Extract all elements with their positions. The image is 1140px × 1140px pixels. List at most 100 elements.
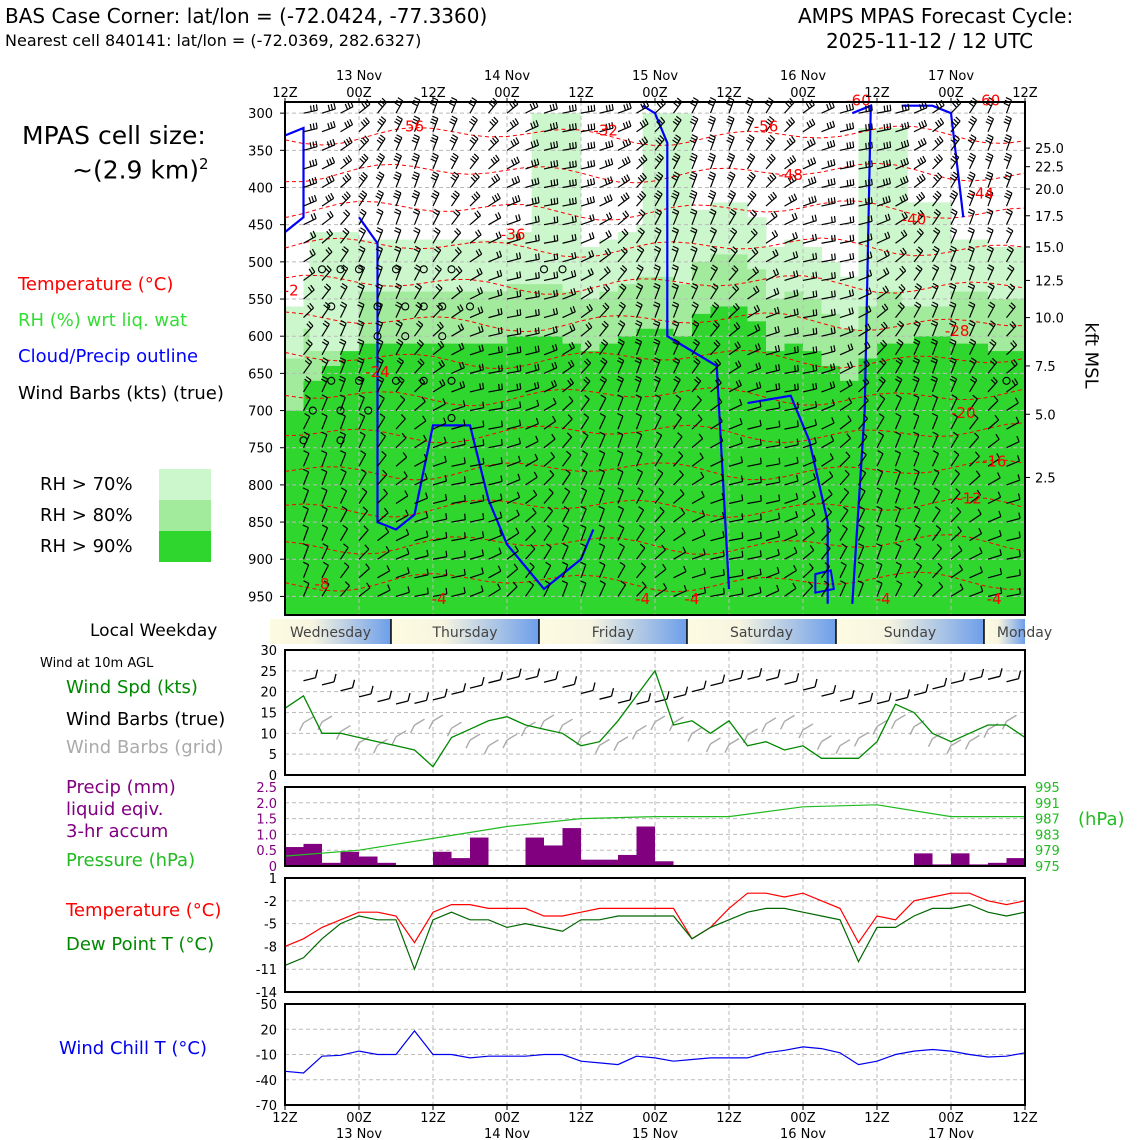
wind-barb-flag — [902, 247, 907, 254]
wind-barb-flag — [829, 121, 833, 128]
wind-barb — [839, 330, 854, 337]
wind-barb-flag — [658, 487, 664, 493]
wind-barb-flag — [604, 178, 608, 185]
wind-barb — [710, 459, 724, 467]
wind-barb-flag — [903, 158, 907, 165]
wind-barb — [747, 290, 760, 300]
wind-barb-flag — [395, 189, 402, 194]
wind-barb-flag — [321, 487, 328, 491]
wind-barb-flag — [362, 171, 368, 177]
cloud-outline — [642, 104, 731, 590]
wind-barb-flag — [749, 152, 756, 158]
wind-barb-flag — [877, 450, 884, 455]
precip-ytick-label: 0 — [269, 860, 277, 875]
wind-barb — [321, 397, 328, 411]
wind-barb — [858, 184, 873, 189]
wind-barb-flag — [857, 561, 864, 566]
wind-barb — [876, 146, 891, 151]
wind-barb-flag — [580, 561, 587, 566]
wind-barb — [987, 155, 994, 170]
wind-barb-flag — [774, 326, 778, 333]
precip-label-3: 3-hr accum — [66, 821, 169, 842]
wind-barb-flag — [987, 152, 994, 157]
wind-barb-flag — [776, 566, 780, 573]
wind-barb — [728, 250, 738, 263]
wind-barb-flag — [898, 286, 904, 292]
wind-barb — [802, 531, 815, 542]
wind-barb-flag — [1008, 304, 1014, 310]
wind-barb — [580, 564, 587, 579]
cell-size-line2: ~(2.9 km)2 — [72, 155, 209, 184]
wind-barb-flag — [394, 155, 401, 160]
wind-barb-flag — [553, 290, 556, 297]
wind-barb — [617, 305, 626, 318]
wind-barb-flag — [608, 141, 611, 148]
wind-barb-flag — [934, 506, 941, 511]
wind-barb — [821, 547, 831, 560]
wind-barb — [395, 304, 403, 318]
wind-barb-flag — [967, 139, 974, 144]
wind-barb-flag — [491, 177, 496, 184]
wind-barb-flag — [500, 327, 503, 334]
wind-barb-flag — [987, 245, 994, 250]
wind-barb-flag — [494, 194, 499, 201]
pressure-tick-label: 500 — [248, 256, 273, 271]
wind-barb-flag — [599, 580, 606, 585]
wind-barb-flag — [900, 141, 904, 148]
wind-barb — [802, 585, 813, 597]
wind-barb — [784, 480, 799, 486]
wind-barb-flag — [380, 431, 386, 437]
wind-barb — [654, 212, 663, 225]
wind-barb — [765, 407, 780, 412]
wind-barb-flag — [934, 227, 941, 232]
wind-barb-flag — [516, 509, 520, 516]
rh90-column — [710, 306, 730, 615]
wind-barb — [543, 492, 554, 504]
wind-barb-flag — [534, 453, 539, 460]
wind-barb-flag — [313, 212, 317, 219]
wind-barb — [580, 527, 587, 541]
wind-barb-flag — [726, 121, 733, 125]
wind-barb-flag — [341, 506, 348, 511]
wind-barb — [728, 384, 742, 393]
wind-barb-flag — [812, 491, 816, 497]
wind-barb-flag — [635, 412, 642, 417]
wind-barb — [931, 378, 938, 393]
grid-wind-barb — [543, 714, 555, 722]
pressure-tick-label: 400 — [248, 182, 273, 197]
wind-barb — [821, 164, 836, 170]
wind-barb-flag — [644, 118, 649, 125]
wind-barb-flag — [489, 139, 495, 146]
wind-barb-flag — [692, 322, 698, 328]
wind-barb-flag — [394, 229, 401, 234]
wind-barb — [580, 380, 591, 393]
wind-barb-flag — [534, 327, 537, 335]
wind-barb-flag — [767, 137, 774, 143]
grid-wind-barb — [895, 714, 906, 722]
wind-barb-flag — [584, 360, 589, 366]
wind-barb — [747, 386, 761, 393]
wind-barb — [987, 248, 994, 263]
wind-barb-flag — [735, 303, 740, 309]
wind-barb-flag — [759, 568, 762, 575]
wind-barb — [377, 493, 388, 504]
true-wind-barb — [710, 681, 723, 687]
wind-barb-flag — [741, 550, 744, 557]
wind-barb-flag — [365, 563, 370, 569]
wind-barb-flag — [917, 264, 923, 270]
wind-barb-flag — [716, 358, 722, 365]
wind-barb — [710, 517, 725, 523]
wind-barb-flag — [895, 394, 902, 399]
wind-barb-flag — [899, 267, 904, 274]
wind-barb — [543, 127, 558, 133]
wind-barb — [821, 314, 836, 319]
kft-tick-label: 7.5 — [1035, 360, 1056, 375]
wind-barb — [469, 407, 484, 412]
wind-barb-flag — [690, 248, 697, 253]
wind-barb-flag — [895, 359, 902, 365]
wind-barb-flag — [449, 121, 456, 125]
wind-barb-flag — [994, 414, 1000, 421]
wind-barb — [728, 499, 743, 505]
wind-barb — [303, 218, 317, 226]
wind-barb-flag — [830, 216, 833, 223]
